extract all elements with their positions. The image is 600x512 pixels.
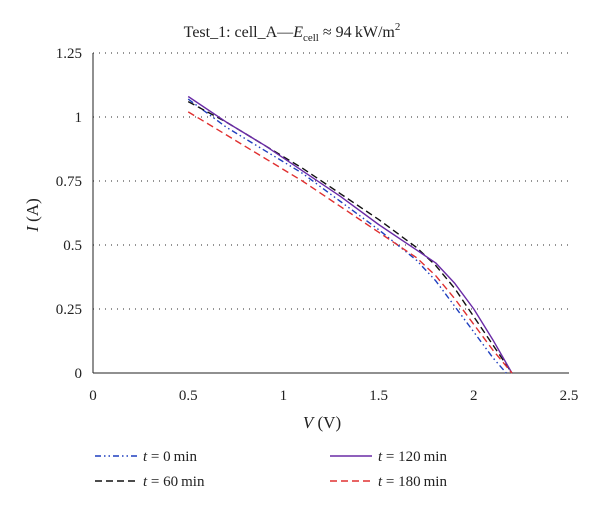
y-tick-label: 0.75 (56, 174, 82, 190)
legend-label-0: t = 0 min (143, 449, 197, 465)
x-tick-labels: 0 0.5 1 1.5 2 2.5 (89, 388, 578, 404)
x-axis-label: V (V) (303, 413, 341, 432)
legend-text: = 0 min (147, 449, 197, 465)
chart-title-prefix: Test_1: cell_A— (184, 24, 295, 41)
y-tick-label: 0 (75, 366, 83, 382)
series-line-1 (187, 100, 513, 374)
x-tick-label: 2 (470, 388, 478, 404)
y-tick-label: 0.5 (63, 238, 82, 254)
grid-lines (93, 52, 569, 310)
legend-label-3: t = 180 min (378, 474, 447, 490)
y-axis-unit: (A) (23, 198, 42, 226)
legend-text: = 120 min (382, 449, 447, 465)
legend-label-2: t = 120 min (378, 449, 447, 465)
series-layer (187, 95, 513, 374)
y-axis-label: I (A) (23, 198, 42, 233)
y-tick-label: 1.25 (56, 46, 82, 62)
legend-symbol: t (378, 474, 383, 490)
y-axis-symbol: I (23, 225, 42, 233)
x-tick-label: 2.5 (560, 388, 579, 404)
legend-text: = 60 min (147, 474, 205, 490)
legend-symbol: t (143, 474, 148, 490)
y-tick-label: 0.25 (56, 302, 82, 318)
chart-title-symbol: E (292, 24, 303, 41)
chart-title: Test_1: cell_A—Ecell ≈ 94 kW/m2 (184, 21, 401, 44)
chart-title-superscript: 2 (395, 21, 401, 33)
x-tick-label: 1 (280, 388, 288, 404)
x-tick-label: 0 (89, 388, 97, 404)
x-axis-symbol: V (303, 413, 316, 432)
x-tick-label: 0.5 (179, 388, 198, 404)
legend-symbol: t (143, 449, 148, 465)
x-axis-unit: (V) (313, 413, 341, 432)
x-tick-label: 1.5 (369, 388, 388, 404)
legend-label-1: t = 60 min (143, 474, 205, 490)
chart-title-subscript: cell (303, 32, 319, 44)
legend-text: = 180 min (382, 474, 447, 490)
series-line-2 (187, 95, 513, 374)
chart-title-rest: ≈ 94 kW/m (319, 24, 396, 41)
legend-symbol: t (378, 449, 383, 465)
series-line-3 (187, 111, 513, 374)
y-tick-label: 1 (75, 110, 83, 126)
y-tick-labels: 0 0.25 0.5 0.75 1 1.25 (56, 46, 82, 382)
